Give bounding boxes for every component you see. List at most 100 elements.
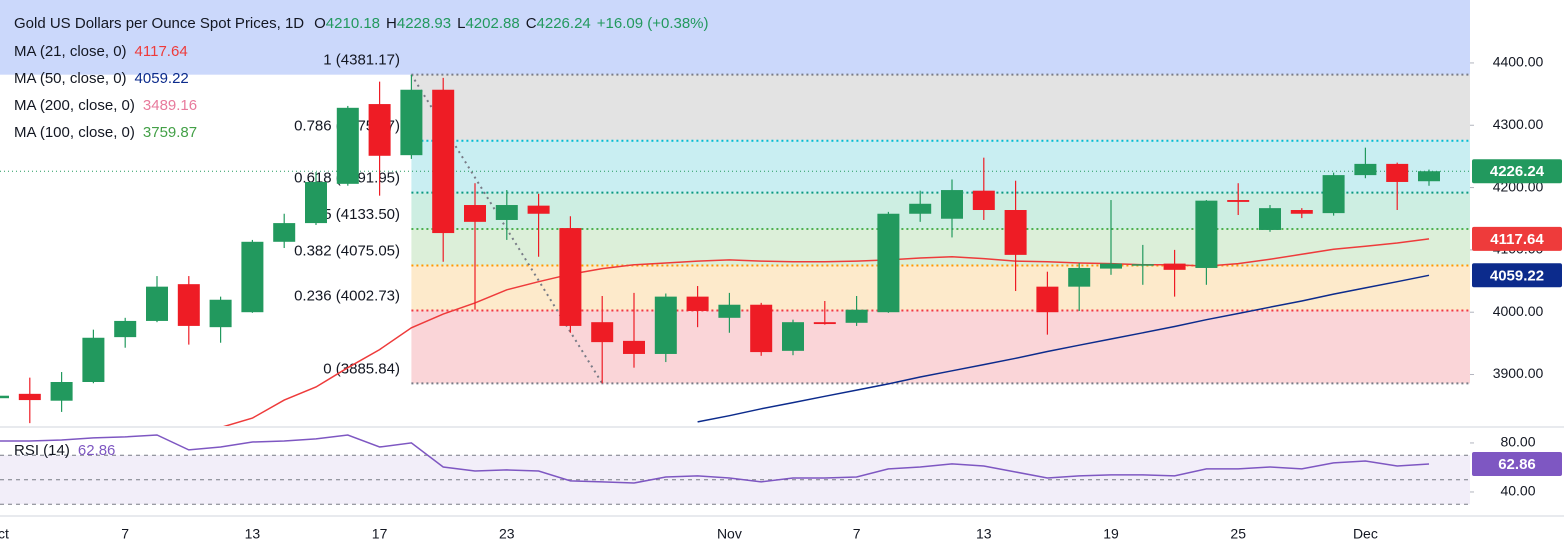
axis-value-label: 4226.24 [1490, 163, 1545, 180]
axis-value-label: 4059.22 [1490, 267, 1544, 284]
x-tick-label: 13 [245, 526, 261, 542]
fib-band [411, 310, 1470, 384]
legend-name: MA (100, close, 0) [14, 124, 135, 141]
candle-body [1068, 267, 1091, 287]
candle-body [1290, 210, 1313, 214]
candle-body [559, 228, 582, 326]
legend-entry: MA (100, close, 0) 3759.87 [14, 124, 197, 141]
candle-body [718, 304, 741, 318]
candle-body [146, 286, 168, 321]
x-tick-label: Oct [0, 526, 9, 542]
candle-body [972, 190, 995, 211]
rsi-pane [0, 434, 1470, 505]
fib-band [411, 229, 1470, 266]
header: Gold US Dollars per Ounce Spot Prices, 1… [14, 15, 709, 32]
candle-body [305, 181, 327, 224]
candle-body [1386, 163, 1409, 182]
legend-entry: MA (200, close, 0) 3489.16 [14, 97, 197, 114]
candle-body [18, 393, 41, 401]
fib-label: 0.382 (4075.05) [294, 242, 400, 259]
x-tick-label: 19 [1103, 526, 1119, 542]
legend-entry: MA (21, close, 0) 4117.64 [14, 43, 188, 60]
candle-body [813, 322, 836, 325]
candle-body [1322, 175, 1345, 214]
ohlc-key: C [526, 15, 537, 32]
legend-value: 3759.87 [143, 124, 197, 141]
x-tick-label: 13 [976, 526, 992, 542]
candle-body [82, 337, 105, 383]
candle-body [1227, 200, 1250, 202]
candle-body [1004, 210, 1027, 255]
candle-body [432, 89, 455, 234]
axis-value-box [1472, 226, 1562, 251]
x-tick-label: 17 [372, 526, 388, 542]
legend-name: RSI (14) [14, 442, 70, 459]
y-tick-label: 3900.00 [1493, 365, 1544, 381]
axis-value-label: 62.86 [1498, 456, 1536, 473]
candle-body [0, 395, 9, 399]
axis-value-box [1472, 451, 1562, 476]
moving-average-line [223, 238, 1430, 426]
y-tick-label: 4300.00 [1493, 116, 1544, 132]
axis-value-box [1472, 263, 1562, 288]
legend-value: 4059.22 [135, 70, 189, 87]
candle-body [464, 205, 486, 222]
candle-body [686, 296, 709, 311]
candle-body [1195, 200, 1218, 268]
axes: 3900.004000.004100.004200.004300.004400.… [0, 54, 1562, 542]
candle-body [400, 89, 423, 156]
candle-body [1354, 163, 1377, 176]
x-tick-label: Dec [1353, 526, 1378, 542]
candle-body [1100, 263, 1122, 269]
candle-body [654, 296, 677, 354]
legend-name: MA (50, close, 0) [14, 70, 127, 87]
candle-body [1259, 208, 1281, 230]
candle-body [50, 382, 73, 401]
ohlc-value: 4228.93 [397, 15, 451, 32]
candle-body [114, 320, 137, 338]
x-tick-label: 7 [121, 526, 129, 542]
change: +16.09 (+0.38%) [597, 15, 709, 32]
candle-body [273, 223, 296, 242]
candle-body [845, 309, 868, 323]
legend-value: 3489.16 [143, 97, 197, 114]
title: Gold US Dollars per Ounce Spot Prices, 1… [14, 15, 304, 32]
y-tick-label: 4400.00 [1493, 54, 1544, 70]
fib-band [411, 74, 1470, 141]
axis-value-label: 4117.64 [1490, 231, 1544, 248]
candle-body [1131, 264, 1154, 266]
legend-value: 4117.64 [135, 43, 188, 60]
candle-body [177, 284, 200, 326]
moving-average-line [697, 274, 1430, 423]
rsi-line [0, 434, 1430, 484]
candle-body [336, 107, 359, 184]
rsi-tick-label: 80.00 [1500, 434, 1535, 450]
candle-body [623, 340, 645, 354]
rsi-tick-label: 40.00 [1500, 483, 1535, 499]
candle-body [1418, 171, 1440, 182]
fib-label: 1 (4381.17) [323, 52, 400, 69]
ohlc-value: 4202.88 [465, 15, 519, 32]
candle-body [527, 205, 550, 214]
candle-body [495, 205, 518, 220]
fib-label: 0.236 (4002.73) [294, 287, 400, 304]
legend-name: MA (200, close, 0) [14, 97, 135, 114]
ohlc-key: O [314, 15, 326, 32]
fib-label: 0 (3885.84) [323, 360, 400, 377]
y-tick-label: 4000.00 [1493, 303, 1544, 319]
candle-body [241, 241, 264, 313]
candle-body [909, 203, 932, 214]
candle-body [941, 190, 963, 219]
candle-body [1163, 263, 1186, 270]
x-tick-label: 23 [499, 526, 515, 542]
x-tick-label: Nov [717, 526, 742, 542]
candle-body [782, 322, 804, 351]
ohlc-value: 4210.18 [326, 15, 380, 32]
legend-name: MA (21, close, 0) [14, 43, 127, 60]
candle-body [750, 304, 773, 353]
legend: Gold US Dollars per Ounce Spot Prices, 1… [14, 15, 709, 459]
legend-entry: MA (50, close, 0) 4059.22 [14, 70, 189, 87]
candle-body [591, 322, 614, 343]
